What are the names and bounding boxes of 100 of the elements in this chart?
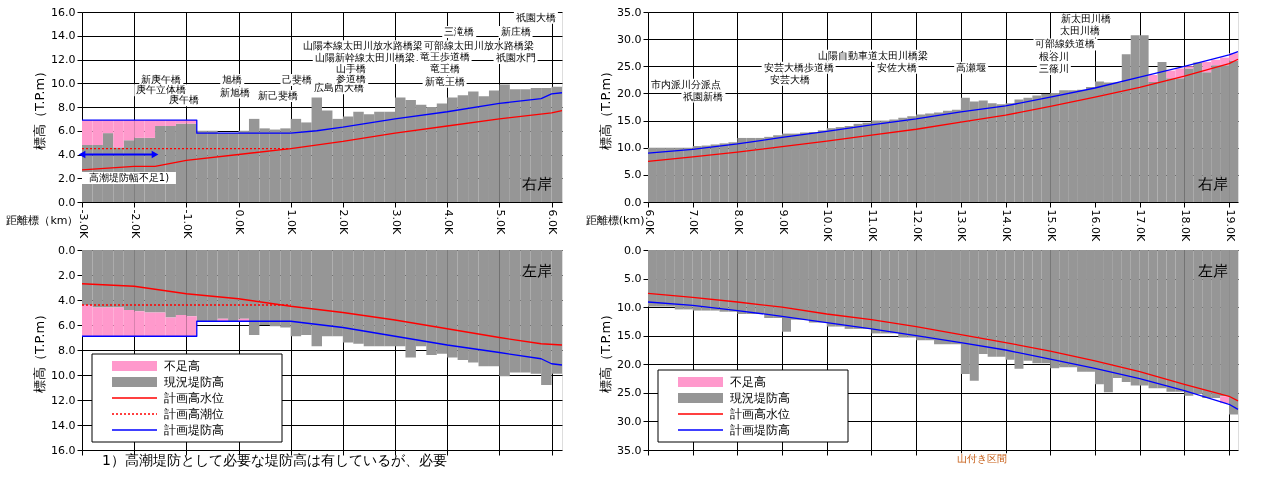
y-tick-label: 2.0	[58, 171, 76, 185]
legend-label: 現況堤防高	[730, 391, 790, 405]
y-tick-label: 20.0	[617, 357, 642, 371]
y-tick-label: 10.0	[51, 76, 76, 90]
x-tick-label: 1.0K	[285, 209, 299, 235]
x-tick-label: 19.0K	[1223, 209, 1237, 242]
x-tick-label: 16.0K	[1089, 209, 1103, 242]
annotation: 新己斐橋	[257, 90, 298, 102]
y-tick-label: 16.0	[51, 5, 76, 19]
y-tick-label: 25.0	[617, 59, 642, 73]
x-axis-title: 距離標(km)	[585, 213, 645, 227]
legend-label: 不足高	[164, 359, 200, 373]
legend-label: 計画堤防高	[164, 423, 224, 437]
legend-label: 不足高	[730, 375, 766, 389]
legend-label: 現況堤防高	[164, 375, 224, 389]
annotation: 根谷川	[1038, 51, 1069, 63]
annotation: 左岸	[1198, 262, 1228, 280]
x-tick-label: -1.0K	[180, 209, 194, 239]
y-tick-label: 8.0	[58, 100, 76, 114]
y-tick-label: 30.0	[617, 32, 642, 46]
x-tick-label: 4.0K	[441, 209, 455, 235]
y-tick-label: 14.0	[51, 418, 76, 432]
annotation: 左岸	[522, 262, 552, 280]
annotation: 新庚午橋	[141, 74, 182, 86]
text: 1）高潮堤防として必要な堤防高は有しているが、必要	[102, 452, 447, 468]
annotation: 祇園新橋	[683, 90, 724, 102]
annotation: 三滝橋	[444, 25, 475, 37]
annotation: 庚午立体橋	[136, 84, 187, 96]
x-tick-label: 8.0K	[731, 209, 745, 235]
annotation: 新竜王橋	[424, 75, 465, 87]
y-tick-label: 25.0	[617, 386, 642, 400]
annotation: 高瀬堰	[956, 61, 987, 73]
y-tick-label: 10.0	[617, 300, 642, 314]
annotation: 安佐大橋	[876, 61, 917, 73]
y-tick-label: 10.0	[617, 141, 642, 155]
x-tick-label: -3.0K	[76, 209, 90, 239]
y-tick-label: 30.0	[617, 414, 642, 428]
x-tick-label: -2.0K	[128, 209, 142, 239]
annotation: 竜王橋	[429, 63, 460, 75]
x-axis-title: 距離標（km）	[6, 213, 79, 227]
annotation: 庚午橋	[169, 94, 200, 106]
annotation: 右岸	[522, 175, 552, 193]
y-tick-label: 0.0	[624, 243, 642, 257]
annotation: 山手橋	[336, 62, 367, 74]
y-tick-label: 8.0	[58, 343, 76, 357]
annotation: 祇園水門	[495, 52, 536, 64]
legend-label: 計画高水位	[164, 391, 224, 405]
annotation: 市内派川分派点	[650, 78, 721, 90]
annotation: 竜王歩道橋	[419, 50, 470, 62]
annotation: 山陽新幹線太田川橋梁	[314, 52, 415, 64]
y-tick-label: 0.0	[58, 195, 76, 209]
x-tick-label: 11.0K	[865, 209, 879, 242]
annotation: 安芸大橋歩道橋	[763, 61, 834, 73]
y-axis-title: 標高（T.P.m）	[598, 64, 614, 151]
annotation: 新太田川橋	[1061, 12, 1112, 24]
y-tick-label: 15.0	[617, 329, 642, 343]
legend-label: 計画高水位	[730, 407, 790, 421]
y-axis-title: 標高（T.P.m）	[32, 307, 48, 394]
y-tick-label: 0.0	[58, 243, 76, 257]
y-tick-label: 4.0	[58, 293, 76, 307]
annotation: 旭橋	[222, 74, 243, 86]
y-tick-label: 20.0	[617, 86, 642, 100]
x-tick-label: 3.0K	[389, 209, 403, 235]
y-tick-label: 14.0	[51, 29, 76, 43]
y-tick-label: 15.0	[617, 114, 642, 128]
annotation: 祇園大橋	[515, 11, 556, 23]
x-tick-label: 18.0K	[1178, 209, 1192, 242]
y-tick-label: 5.0	[624, 168, 642, 182]
x-tick-label: 7.0K	[687, 209, 701, 235]
y-tick-label: 12.0	[51, 393, 76, 407]
y-tick-label: 5.0	[624, 272, 642, 286]
x-tick-label: 13.0K	[955, 209, 969, 242]
x-tick-label: 15.0K	[1044, 209, 1058, 242]
x-tick-label: 17.0K	[1134, 209, 1148, 242]
legend-label: 計画堤防高	[730, 423, 790, 437]
x-tick-label: 0.0K	[233, 209, 247, 235]
x-tick-label: 12.0K	[910, 209, 924, 242]
annotation: 新庄橋	[500, 25, 531, 37]
x-tick-label: 9.0K	[776, 209, 790, 235]
annotation: 山陽本線太田川放水路橋梁	[303, 40, 424, 52]
x-tick-label: 14.0K	[1000, 209, 1014, 242]
y-axis-title: 標高（T.P.m）	[598, 307, 614, 394]
x-tick-label: 5.0K	[493, 209, 507, 235]
annotation: 可部線太田川放水路橋梁	[423, 40, 534, 52]
x-tick-label: 2.0K	[337, 209, 351, 235]
y-tick-label: 6.0	[58, 318, 76, 332]
y-axis-title: 標高（T.P.m）	[32, 64, 48, 151]
annotation: 己斐橋	[282, 74, 313, 86]
annotation: 安芸大橋	[769, 73, 810, 85]
y-tick-label: 16.0	[51, 443, 76, 457]
legend-label: 計画高潮位	[164, 407, 224, 421]
annotation: 右岸	[1198, 175, 1228, 193]
y-tick-label: 4.0	[58, 148, 76, 161]
y-tick-label: 10.0	[51, 368, 76, 382]
annotation: 三篠川	[1038, 62, 1069, 74]
annotation: 太田川橋	[1060, 25, 1101, 37]
annotation: 新旭橋	[219, 86, 250, 98]
y-tick-label: 35.0	[617, 443, 642, 457]
x-tick-label: 10.0K	[821, 209, 835, 242]
y-tick-label: 6.0	[58, 124, 76, 138]
